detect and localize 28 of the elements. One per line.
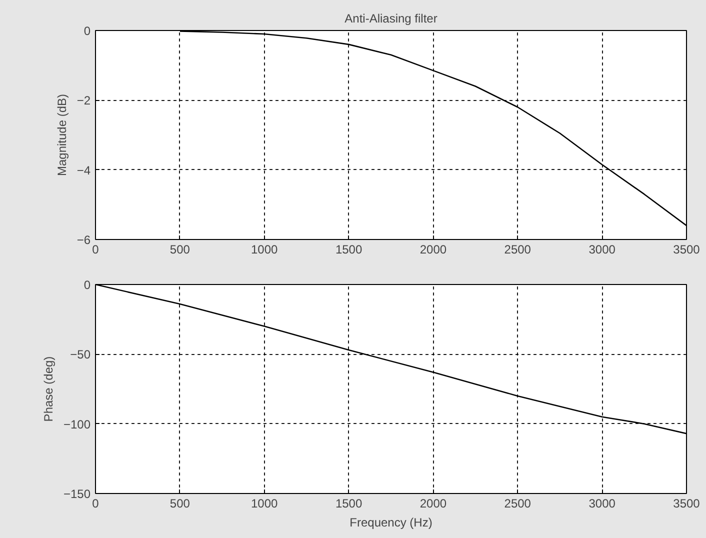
x-tick-label: 1500 <box>335 242 362 256</box>
y-tick-label: 0 <box>84 278 91 292</box>
x-axis-title: Frequency (Hz) <box>350 516 432 530</box>
x-tick-label: 500 <box>170 242 190 256</box>
y-axis-title: Magnitude (dB) <box>54 94 69 176</box>
y-tick-label: 0 <box>84 24 91 38</box>
x-tick-label: 2500 <box>504 496 532 510</box>
y-tick-label: −2 <box>76 94 91 108</box>
x-tick-label: 3000 <box>588 242 616 256</box>
y-tick-label: −100 <box>63 417 91 432</box>
x-tick-label: 2000 <box>420 242 447 256</box>
x-tick-label: 3500 <box>673 242 700 256</box>
x-tick-label: 3500 <box>673 496 700 510</box>
y-tick-label: −6 <box>76 233 91 247</box>
x-tick-label: 500 <box>170 496 190 510</box>
y-tick-label: −4 <box>76 163 91 178</box>
x-tick-label: 1500 <box>335 496 362 510</box>
y-tick-label: −150 <box>63 487 91 501</box>
x-tick-label: 0 <box>92 496 100 510</box>
x-tick-label: 2000 <box>420 496 447 510</box>
chart-title: Anti-Aliasing filter <box>344 12 438 26</box>
y-tick-label: −50 <box>70 348 91 362</box>
x-tick-label: 1000 <box>251 496 278 510</box>
x-tick-label: 1000 <box>251 242 278 256</box>
x-tick-label: 3000 <box>588 496 616 510</box>
x-tick-label: 2500 <box>504 242 532 256</box>
x-tick-label: 0 <box>92 242 100 256</box>
y-axis-title: Phase (deg) <box>41 356 56 422</box>
